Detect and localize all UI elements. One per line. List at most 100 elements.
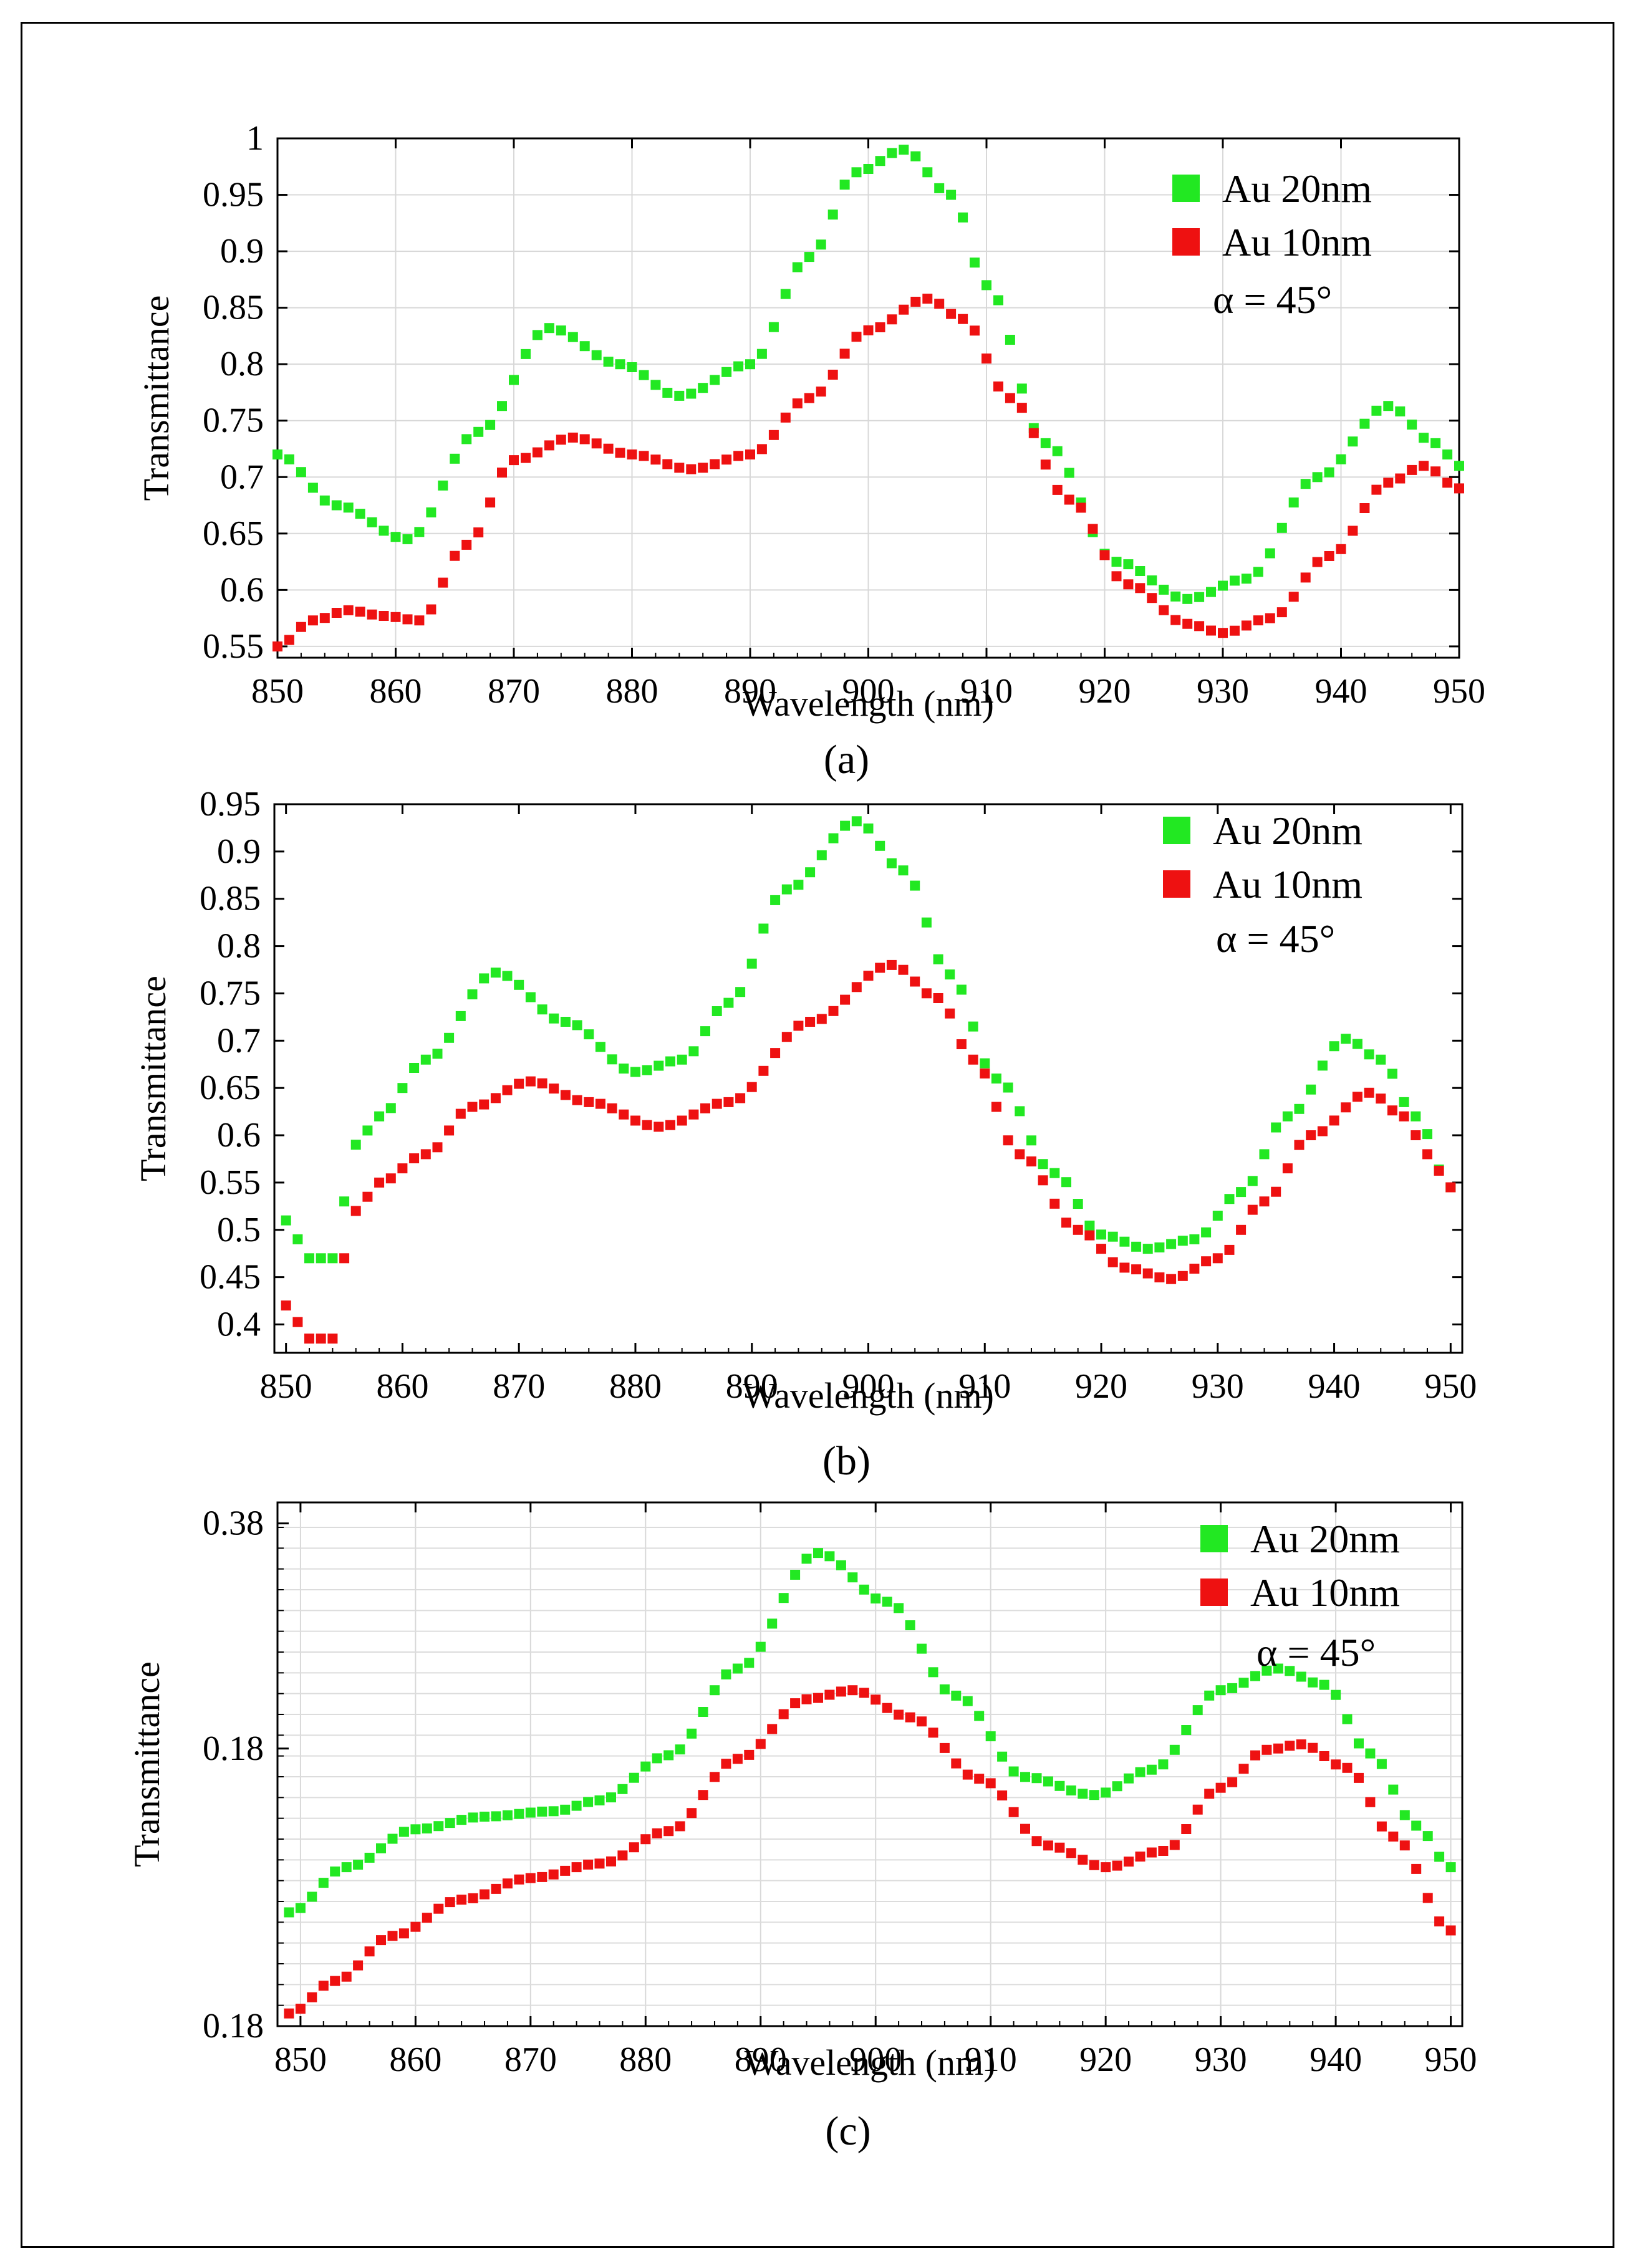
marker-au-10nm bbox=[584, 1097, 594, 1107]
marker-au-20nm bbox=[1020, 1772, 1030, 1782]
marker-au-10nm bbox=[721, 1759, 731, 1769]
marker-au-10nm bbox=[1341, 1102, 1351, 1113]
marker-au-20nm bbox=[1016, 383, 1027, 394]
marker-au-20nm bbox=[560, 1804, 571, 1815]
marker-au-20nm bbox=[1135, 566, 1145, 576]
marker-au-20nm bbox=[414, 527, 425, 537]
marker-au-10nm bbox=[677, 1115, 687, 1126]
marker-au-10nm bbox=[398, 1928, 409, 1939]
marker-au-20nm bbox=[397, 1083, 408, 1093]
x-tick-label: 910 bbox=[960, 672, 1013, 711]
marker-au-10nm bbox=[316, 1333, 326, 1344]
y-tick-label: 0.8 bbox=[217, 927, 261, 966]
marker-au-20nm bbox=[1442, 449, 1453, 459]
x-tick-label: 920 bbox=[1075, 1367, 1127, 1406]
marker-au-20nm bbox=[1215, 1685, 1226, 1696]
y-tick-label: 0.38 bbox=[203, 1504, 264, 1543]
marker-au-10nm bbox=[362, 1191, 373, 1202]
marker-au-20nm bbox=[790, 1570, 801, 1580]
marker-au-10nm bbox=[1204, 1789, 1215, 1799]
marker-au-20nm bbox=[1230, 575, 1240, 586]
marker-au-10nm bbox=[1342, 1762, 1353, 1773]
marker-au-20nm bbox=[1142, 1244, 1153, 1254]
marker-au-20nm bbox=[1324, 467, 1334, 478]
marker-au-20nm bbox=[390, 532, 401, 542]
marker-au-10nm bbox=[675, 1821, 685, 1832]
marker-au-10nm bbox=[1250, 1750, 1260, 1761]
marker-au-20nm bbox=[1169, 1744, 1180, 1755]
marker-au-20nm bbox=[945, 969, 955, 980]
marker-au-20nm bbox=[767, 1618, 778, 1629]
marker-au-10nm bbox=[567, 432, 578, 443]
marker-au-20nm bbox=[1352, 1039, 1362, 1049]
marker-au-10nm bbox=[1088, 524, 1098, 534]
marker-au-20nm bbox=[768, 322, 779, 332]
marker-au-10nm bbox=[1312, 557, 1323, 567]
marker-au-10nm bbox=[339, 1253, 350, 1264]
marker-au-20nm bbox=[1276, 522, 1287, 533]
marker-au-20nm bbox=[1430, 438, 1441, 448]
marker-au-10nm bbox=[480, 1889, 490, 1900]
marker-au-20nm bbox=[1224, 1194, 1235, 1204]
marker-au-20nm bbox=[525, 992, 536, 1002]
marker-au-10nm bbox=[1170, 615, 1181, 625]
marker-au-20nm bbox=[1364, 1049, 1374, 1060]
marker-au-10nm bbox=[1159, 605, 1169, 615]
marker-au-20nm bbox=[721, 1669, 731, 1679]
marker-au-20nm bbox=[1359, 418, 1370, 429]
marker-au-10nm bbox=[1387, 1105, 1397, 1116]
marker-au-10nm bbox=[1359, 503, 1370, 513]
marker-au-20nm bbox=[350, 1140, 361, 1150]
x-tick-label: 930 bbox=[1195, 2040, 1247, 2079]
marker-au-10nm bbox=[327, 1333, 338, 1344]
marker-au-10nm bbox=[1224, 1244, 1235, 1255]
marker-au-10nm bbox=[875, 322, 885, 332]
marker-au-20nm bbox=[934, 183, 945, 193]
marker-au-10nm bbox=[1201, 1256, 1212, 1267]
marker-au-10nm bbox=[816, 1014, 827, 1024]
y-tick-label: 0.85 bbox=[200, 880, 261, 918]
marker-au-10nm bbox=[1112, 1860, 1122, 1871]
marker-au-20nm bbox=[1300, 479, 1311, 489]
marker-au-20nm bbox=[993, 295, 1003, 305]
marker-au-10nm bbox=[1189, 1264, 1200, 1274]
marker-au-10nm bbox=[1031, 1836, 1042, 1847]
marker-au-20nm bbox=[863, 823, 874, 834]
marker-au-20nm bbox=[1154, 1242, 1165, 1252]
marker-au-20nm bbox=[284, 454, 294, 464]
marker-au-20nm bbox=[355, 509, 365, 519]
marker-au-10nm bbox=[331, 608, 342, 618]
marker-au-10nm bbox=[790, 1698, 801, 1709]
angle-annotation-c: α = 45° bbox=[1256, 1630, 1376, 1675]
marker-au-10nm bbox=[674, 463, 685, 473]
panel-a: 0.55 0.6 0.65 0.7 0.75 0.8 0.85 0.9 0.95 1 850 860… bbox=[136, 119, 1485, 782]
marker-au-20nm bbox=[1265, 548, 1275, 559]
marker-au-10nm bbox=[1005, 393, 1015, 403]
marker-au-20nm bbox=[1317, 1060, 1328, 1071]
marker-au-10nm bbox=[549, 1084, 559, 1094]
marker-au-10nm bbox=[905, 1712, 915, 1723]
marker-au-20nm bbox=[698, 1707, 708, 1717]
marker-au-10nm bbox=[735, 1093, 746, 1103]
marker-au-20nm bbox=[1031, 1773, 1042, 1784]
marker-au-20nm bbox=[1135, 1767, 1145, 1777]
marker-au-10nm bbox=[840, 994, 851, 1005]
marker-au-20nm bbox=[444, 1032, 455, 1043]
marker-au-10nm bbox=[514, 1079, 524, 1089]
marker-au-10nm bbox=[1015, 1149, 1025, 1160]
marker-au-20nm bbox=[409, 1063, 420, 1073]
axis-ticks-c bbox=[277, 1502, 1452, 2027]
marker-au-20nm bbox=[801, 1554, 812, 1564]
y-tick-label: 0.8 bbox=[220, 345, 264, 383]
marker-au-20nm bbox=[450, 453, 460, 464]
marker-au-20nm bbox=[827, 209, 838, 220]
marker-au-20nm bbox=[910, 880, 920, 891]
marker-au-20nm bbox=[537, 1806, 547, 1817]
marker-au-10nm bbox=[640, 1834, 651, 1845]
marker-au-20nm bbox=[951, 1690, 962, 1701]
marker-au-20nm bbox=[364, 1852, 375, 1863]
marker-au-20nm bbox=[379, 526, 389, 536]
y-tick-label: 0.7 bbox=[220, 458, 264, 496]
marker-au-20nm bbox=[1049, 1168, 1060, 1178]
